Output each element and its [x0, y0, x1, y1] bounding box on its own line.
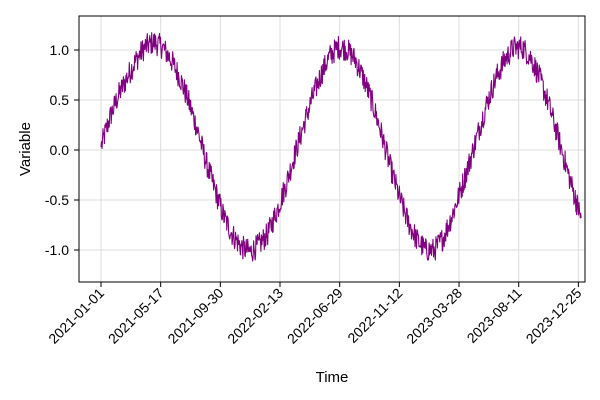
series-line — [100, 32, 582, 262]
y-axis-label: Variable — [17, 122, 34, 176]
y-tick-label: -1.0 — [45, 242, 69, 258]
x-tick-label: 2022-11-12 — [344, 285, 405, 346]
x-tick-label: 2021-05-17 — [105, 285, 167, 347]
x-tick-label: 2023-03-28 — [403, 285, 465, 347]
x-tick-label: 2023-12-25 — [523, 285, 585, 347]
y-tick-label: 1.0 — [50, 42, 70, 58]
x-tick-label: 2023-08-11 — [464, 285, 525, 346]
plot-frame — [78, 15, 586, 283]
x-tick-label: 2022-06-29 — [284, 285, 346, 347]
y-tick-label: 0.5 — [50, 92, 70, 108]
x-tick-label: 2021-09-30 — [165, 285, 227, 347]
series-group — [100, 32, 582, 262]
x-tick-label: 2022-02-13 — [224, 285, 286, 347]
y-tick-label: -0.5 — [45, 192, 69, 208]
x-tick-label: 2021-01-01 — [45, 285, 107, 347]
y-tick-label: 0.0 — [50, 142, 70, 158]
x-axis-label: Time — [316, 369, 349, 386]
y-axis-ticks: 1.0 0.5 0.0 -0.5 -1.0 — [45, 42, 79, 258]
x-axis-ticks: 2021-01-012021-05-172021-09-302022-02-13… — [45, 282, 585, 347]
grid-lines — [79, 16, 585, 282]
